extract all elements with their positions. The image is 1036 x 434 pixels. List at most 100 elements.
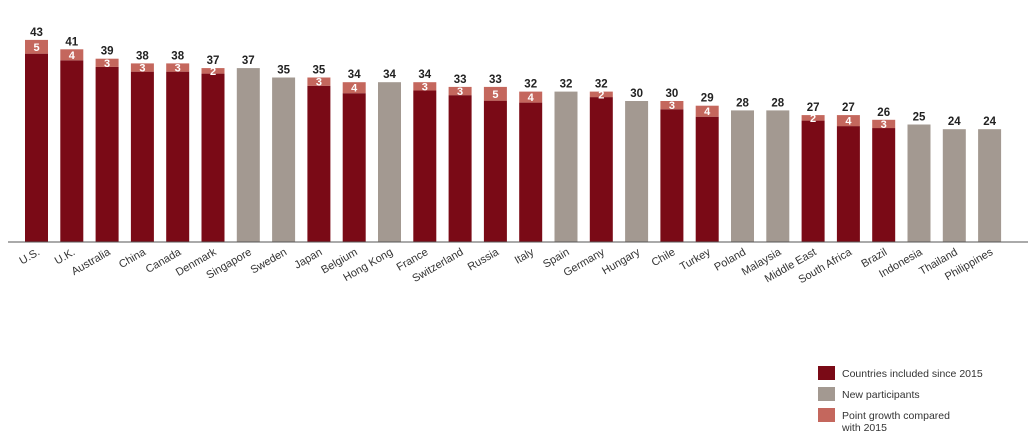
total-label-21: 28 [771,97,784,109]
total-label-23: 27 [842,102,855,114]
bar-included-23 [836,126,860,242]
x-tick-label-19: Turkey [678,246,713,273]
growth-label-23: 4 [845,116,852,128]
bar-growth-11 [413,82,437,91]
growth-label-14: 4 [528,92,535,104]
bar-growth-3 [130,63,154,72]
bar-new-10 [378,82,401,242]
bar-included-8 [307,85,331,242]
total-label-7: 35 [277,65,290,77]
legend-label-growth: Point growth compared [842,410,950,422]
legend-swatch-included [818,366,835,380]
x-tick-label-0: U.S. [17,246,42,267]
bar-new-17 [625,101,649,242]
bar-included-22 [801,120,825,242]
bar-included-3 [130,71,154,243]
bar-new-25 [907,124,931,242]
bar-included-11 [413,90,437,242]
bar-included-9 [342,93,366,242]
total-label-4: 38 [171,50,184,62]
growth-label-0: 5 [33,42,39,54]
bar-growth-9 [342,82,366,94]
bar-included-2 [95,66,119,242]
total-label-14: 32 [524,79,537,91]
total-label-9: 34 [348,69,361,81]
total-label-10: 34 [383,69,396,81]
total-label-13: 33 [489,74,502,86]
total-label-0: 43 [30,27,43,39]
bar-included-16 [589,97,613,242]
bar-growth-4 [166,63,190,72]
bar-new-20 [731,110,754,243]
total-label-27: 24 [983,116,996,128]
growth-label-4: 3 [175,63,181,75]
bar-growth-0 [25,39,48,54]
growth-label-8: 3 [316,77,322,89]
legend-label-new: New participants [842,389,920,401]
total-label-1: 41 [65,36,78,48]
bar-new-15 [554,91,578,242]
bar-included-13 [483,100,507,243]
growth-label-24: 3 [881,119,887,131]
total-label-11: 34 [418,69,431,81]
total-label-3: 38 [136,50,149,62]
growth-label-2: 3 [104,58,110,70]
x-tick-label-16: Germany [562,246,608,279]
legend-swatch-new [818,387,835,401]
total-label-18: 30 [666,88,679,100]
total-label-20: 28 [736,97,749,109]
growth-label-5: 2 [210,66,216,78]
x-tick-label-18: Chile [650,246,678,269]
bar-new-7 [272,77,296,242]
bar-included-14 [519,102,543,242]
bar-included-18 [660,109,684,242]
x-tick-label-2: Australia [70,246,114,278]
bar-growth-24 [872,119,896,129]
growth-label-12: 3 [457,86,463,98]
growth-label-9: 4 [351,83,358,95]
total-label-25: 25 [913,112,926,124]
x-tick-labels: U.S. U.K.Australia ChinaCanadaDenmarkSinga… [17,246,995,286]
legend-label-included: Countries included since 2015 [842,368,983,380]
growth-label-11: 3 [422,81,428,93]
bar-included-24 [872,128,896,242]
x-tick-label-14: Italy [513,246,537,267]
legend: Countries included since 2015 New partici… [818,366,983,434]
bar-growth-19 [695,105,719,117]
bar-growth-8 [307,77,331,86]
total-label-16: 32 [595,79,608,91]
bar-new-26 [942,129,966,242]
bar-growth-16 [589,91,613,98]
bar-growth-1 [60,49,84,61]
bar-new-6 [236,68,260,242]
bar-growth-14 [519,91,543,103]
bar-included-4 [166,71,190,243]
total-label-5: 37 [207,55,220,67]
growth-label-3: 3 [139,63,145,75]
bar-new-21 [766,110,790,243]
total-label-24: 26 [877,107,890,119]
growth-label-18: 3 [669,100,675,112]
total-label-15: 32 [560,79,573,91]
bar-included-19 [695,116,719,242]
bar-growth-23 [836,115,860,127]
bar-growth-22 [801,115,825,121]
total-label-2: 39 [101,46,114,58]
bar-growth-12 [448,86,472,96]
bar-included-0 [25,53,48,243]
legend-swatch-growth [818,408,835,422]
total-label-26: 24 [948,116,961,128]
growth-label-16: 2 [598,89,604,101]
total-label-22: 27 [807,102,820,114]
x-tick-label-17: Hungary [600,246,642,277]
total-label-19: 29 [701,93,714,105]
growth-label-1: 4 [69,50,76,62]
total-label-8: 35 [313,65,326,77]
growth-label-19: 4 [704,106,711,118]
bar-included-12 [448,95,472,243]
total-label-6: 37 [242,55,255,67]
bar-included-1 [60,60,84,242]
